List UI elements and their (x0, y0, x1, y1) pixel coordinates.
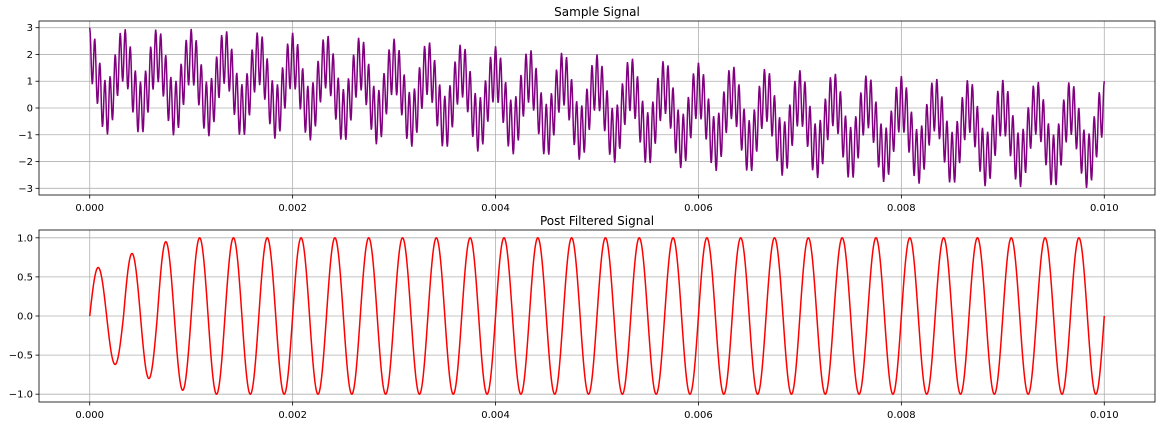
sample-signal-ytick-label-4: 1 (27, 77, 33, 88)
sample-signal-line (88, 27, 1106, 189)
post-filtered-signal-ytick-label-4: 1.0 (17, 233, 33, 244)
sample-signal-ytick-label-1: −2 (18, 157, 33, 168)
post-filtered-signal-ticks: 0.000 0.002 0.004 0.006 0.008 0.010 −1.0 −0.5 0.… (9, 233, 1119, 421)
sample-signal-xtick-label-3: 0.006 (684, 203, 713, 214)
post-filtered-signal-ytick-label-2: 0.0 (17, 312, 33, 323)
sample-signal-ytick-label-0: −3 (18, 184, 33, 195)
sample-signal-xtick-label-2: 0.004 (481, 203, 510, 214)
post-filtered-signal-chart: 0.000 0.002 0.004 0.006 0.008 0.010 −1.0 −0.5 0.… (9, 214, 1156, 421)
post-filtered-signal-xtick-label-5: 0.010 (1090, 410, 1119, 421)
post-filtered-signal-line (88, 236, 1106, 396)
sample-signal-chart: 0.000 0.002 0.004 0.006 0.008 0.010 −3 −2 −1 0 1 2 3… (18, 5, 1156, 214)
sample-signal-title: Sample Signal (554, 5, 640, 19)
sample-signal-ytick-label-6: 3 (27, 23, 33, 34)
sample-signal-xtick-label-5: 0.010 (1090, 203, 1119, 214)
post-filtered-signal-ytick-label-1: −0.5 (9, 351, 33, 362)
sample-signal-ytick-label-3: 0 (27, 104, 33, 115)
post-filtered-signal-xtick-label-4: 0.008 (887, 410, 916, 421)
sample-signal-ytick-label-5: 2 (27, 50, 33, 61)
sample-signal-xtick-label-0: 0.000 (75, 203, 104, 214)
post-filtered-signal-xtick-label-0: 0.000 (75, 410, 104, 421)
sample-signal-ytick-label-2: −1 (18, 130, 33, 141)
post-filtered-signal-ytick-label-0: −1.0 (9, 390, 33, 401)
post-filtered-signal-xtick-label-3: 0.006 (684, 410, 713, 421)
sample-signal-xtick-label-1: 0.002 (278, 203, 307, 214)
post-filtered-signal-title: Post Filtered Signal (540, 214, 654, 228)
post-filtered-signal-ytick-label-3: 0.5 (17, 272, 33, 283)
sample-signal-xtick-label-4: 0.008 (887, 203, 916, 214)
post-filtered-signal-xtick-label-1: 0.002 (278, 410, 307, 421)
post-filtered-signal-xtick-label-2: 0.004 (481, 410, 510, 421)
sample-signal-ticks: 0.000 0.002 0.004 0.006 0.008 0.010 −3 −2 −1 0 1 2 3 (18, 23, 1118, 214)
